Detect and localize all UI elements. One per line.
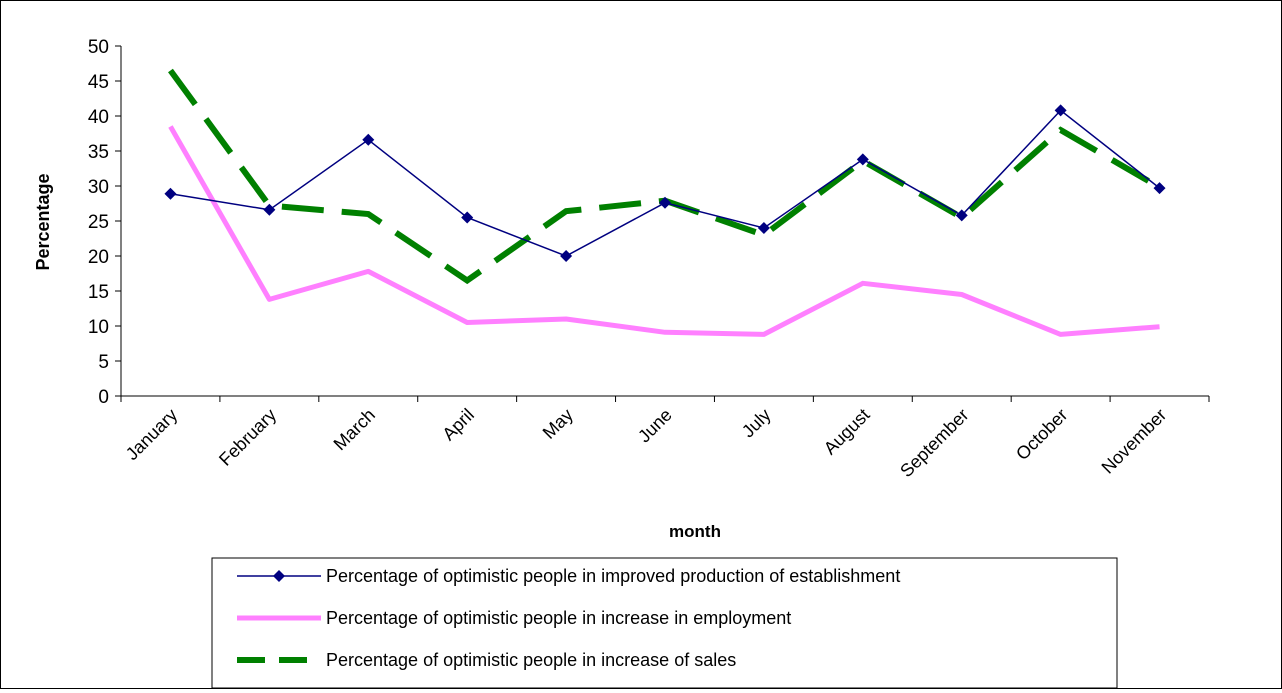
x-axis-label: month	[669, 522, 721, 541]
data-point-marker	[164, 187, 177, 200]
data-point-marker	[955, 209, 968, 222]
y-axis: 0 5 10 15 20 25 30 35 40 45 50	[88, 37, 122, 408]
y-tick-label: 20	[88, 247, 109, 268]
x-tick-label: August	[820, 405, 874, 459]
x-tick-label: March	[330, 405, 380, 455]
data-point-marker	[1153, 182, 1166, 195]
y-tick-label: 50	[88, 37, 109, 58]
x-tick-label: September	[896, 405, 972, 481]
legend-item: Percentage of optimistic people in incre…	[237, 650, 736, 670]
data-point-marker	[461, 211, 474, 224]
legend: Percentage of optimistic people in impro…	[211, 557, 1118, 689]
y-tick-label: 5	[98, 352, 109, 373]
data-point-marker	[659, 196, 671, 209]
y-tick-label: 30	[88, 177, 109, 198]
data-point-marker	[856, 153, 869, 166]
x-tick-label: January	[122, 405, 181, 464]
series-layer	[164, 68, 1166, 337]
y-tick-label: 40	[88, 107, 109, 128]
legend-label: Percentage of optimistic people in incre…	[326, 608, 791, 628]
x-tick-label: July	[738, 405, 775, 442]
y-tick-label: 10	[88, 317, 109, 338]
series-0	[164, 104, 1166, 262]
y-tick-label: 15	[88, 282, 109, 303]
y-tick-label: 0	[98, 387, 109, 408]
data-point-marker	[757, 222, 770, 234]
x-tick-label: November	[1098, 405, 1171, 478]
series-line-employment	[168, 125, 1160, 337]
x-tick-label: April	[438, 405, 478, 445]
legend-item: Percentage of optimistic people in impro…	[237, 566, 900, 586]
data-point-marker	[263, 203, 276, 216]
x-axis: January February March April May June July Augu…	[120, 395, 1210, 481]
x-tick-label: June	[634, 405, 676, 447]
y-tick-label: 45	[88, 72, 109, 93]
x-tick-label: February	[215, 405, 280, 470]
x-tick-label: October	[1012, 405, 1071, 464]
legend-item: Percentage of optimistic people in incre…	[237, 608, 791, 628]
y-axis-label: Percentage	[33, 173, 53, 270]
x-tick-label: May	[539, 405, 577, 443]
series-line-production	[170, 109, 1161, 257]
legend-label: Percentage of optimistic people in impro…	[326, 566, 900, 586]
y-tick-label: 25	[88, 212, 109, 233]
legend-label: Percentage of optimistic people in incre…	[326, 650, 736, 670]
data-point-marker	[362, 133, 375, 146]
y-tick-label: 35	[88, 142, 109, 163]
data-point-marker	[560, 250, 573, 262]
series-1	[168, 125, 1160, 337]
legend-diamond-marker	[273, 570, 285, 582]
data-point-marker	[1054, 104, 1067, 117]
legend-box	[211, 557, 1118, 689]
